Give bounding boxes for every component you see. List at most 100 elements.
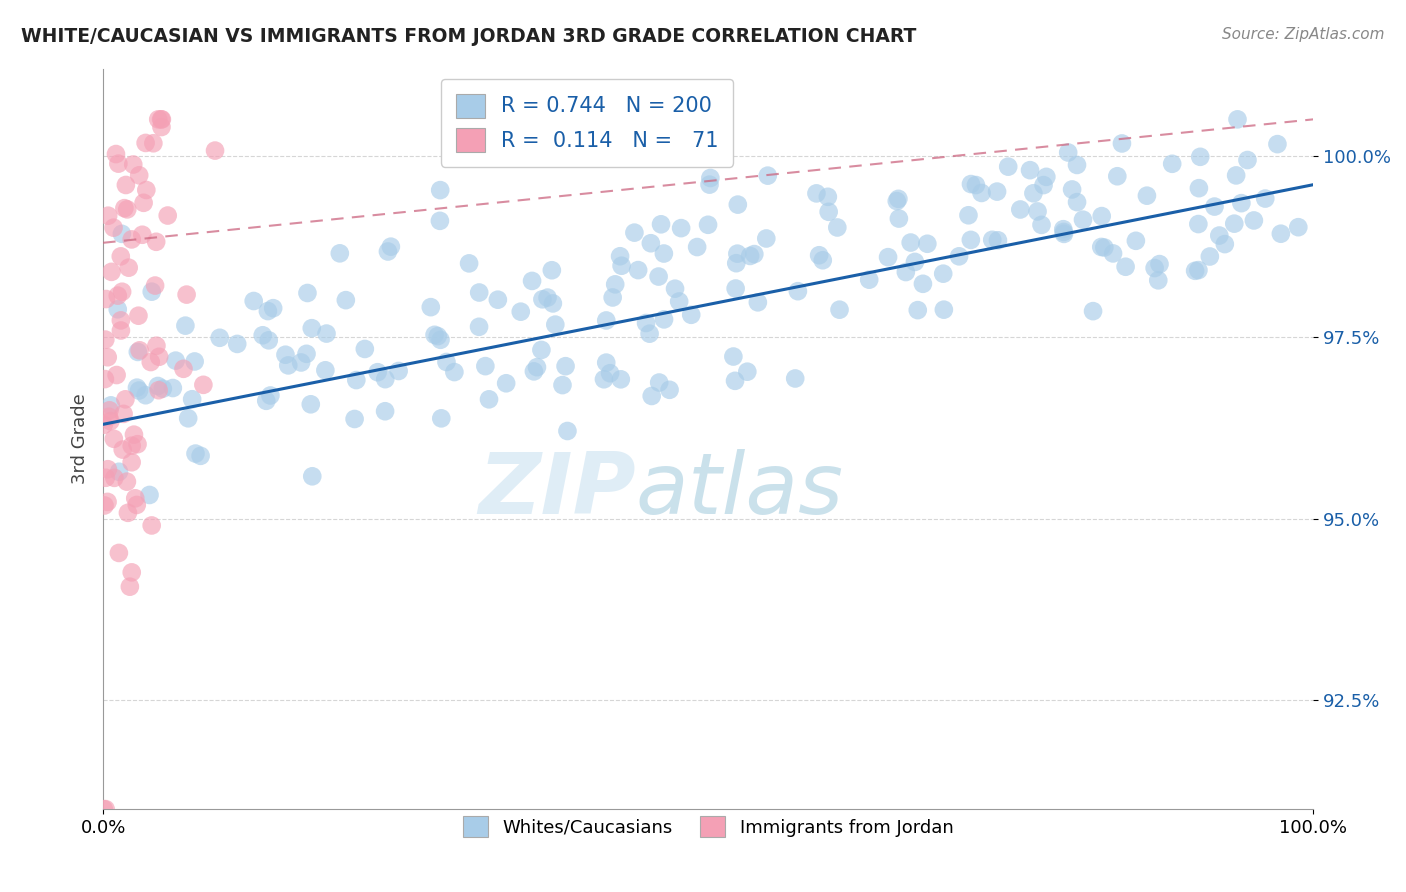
- Point: [724, 281, 747, 295]
- Point: [610, 259, 633, 273]
- Point: [747, 295, 769, 310]
- Point: [100, 414, 122, 428]
- Point: [173, 361, 195, 376]
- Point: [184, 446, 207, 460]
- Point: [297, 285, 319, 300]
- Point: [367, 365, 389, 379]
- Point: [811, 253, 834, 268]
- Point: [242, 293, 264, 308]
- Point: [128, 343, 150, 358]
- Point: [599, 366, 621, 380]
- Point: [948, 249, 970, 263]
- Point: [1022, 186, 1045, 201]
- Point: [124, 491, 146, 506]
- Point: [436, 355, 458, 369]
- Point: [900, 235, 922, 250]
- Point: [681, 308, 703, 322]
- Point: [314, 363, 336, 377]
- Point: [208, 331, 231, 345]
- Point: [176, 287, 198, 301]
- Point: [122, 157, 145, 171]
- Point: [911, 277, 934, 291]
- Point: [965, 178, 987, 192]
- Point: [1019, 163, 1042, 178]
- Legend: Whites/Caucasians, Immigrants from Jordan: Whites/Caucasians, Immigrants from Jorda…: [456, 809, 960, 845]
- Point: [148, 383, 170, 397]
- Point: [110, 324, 132, 338]
- Point: [177, 411, 200, 425]
- Point: [887, 192, 910, 206]
- Point: [97, 350, 120, 364]
- Point: [1053, 225, 1076, 239]
- Point: [468, 285, 491, 300]
- Point: [605, 277, 627, 292]
- Point: [112, 201, 135, 215]
- Point: [146, 379, 169, 393]
- Point: [374, 404, 396, 418]
- Point: [1136, 188, 1159, 202]
- Point: [1270, 227, 1292, 241]
- Point: [1204, 200, 1226, 214]
- Point: [877, 250, 900, 264]
- Point: [530, 343, 553, 357]
- Point: [917, 236, 939, 251]
- Point: [641, 389, 664, 403]
- Point: [353, 342, 375, 356]
- Point: [152, 382, 174, 396]
- Point: [523, 364, 546, 378]
- Point: [148, 350, 170, 364]
- Point: [274, 348, 297, 362]
- Point: [374, 372, 396, 386]
- Point: [724, 374, 747, 388]
- Point: [111, 227, 134, 241]
- Point: [1081, 304, 1104, 318]
- Point: [118, 580, 141, 594]
- Point: [699, 178, 721, 192]
- Point: [96, 495, 118, 509]
- Point: [125, 381, 148, 395]
- Point: [997, 160, 1019, 174]
- Point: [301, 469, 323, 483]
- Point: [344, 373, 367, 387]
- Point: [135, 136, 157, 150]
- Point: [105, 368, 128, 382]
- Point: [117, 202, 139, 217]
- Point: [1090, 240, 1112, 254]
- Point: [135, 183, 157, 197]
- Point: [429, 333, 451, 347]
- Point: [150, 112, 173, 127]
- Point: [1057, 145, 1080, 160]
- Point: [121, 232, 143, 246]
- Point: [301, 321, 323, 335]
- Point: [478, 392, 501, 407]
- Point: [727, 197, 749, 211]
- Point: [1184, 264, 1206, 278]
- Point: [1143, 260, 1166, 275]
- Point: [1052, 222, 1074, 236]
- Point: [652, 246, 675, 260]
- Point: [94, 333, 117, 347]
- Point: [593, 372, 616, 386]
- Point: [97, 462, 120, 476]
- Point: [107, 288, 129, 302]
- Point: [531, 293, 554, 307]
- Point: [121, 439, 143, 453]
- Point: [94, 802, 117, 816]
- Point: [1071, 212, 1094, 227]
- Point: [94, 372, 117, 386]
- Point: [509, 304, 531, 318]
- Point: [1225, 169, 1247, 183]
- Point: [544, 318, 567, 332]
- Point: [1161, 157, 1184, 171]
- Point: [190, 449, 212, 463]
- Point: [960, 177, 983, 191]
- Point: [138, 488, 160, 502]
- Point: [827, 220, 849, 235]
- Point: [458, 256, 481, 270]
- Point: [108, 465, 131, 479]
- Point: [131, 227, 153, 242]
- Point: [110, 313, 132, 327]
- Point: [1115, 260, 1137, 274]
- Point: [1066, 158, 1088, 172]
- Point: [145, 339, 167, 353]
